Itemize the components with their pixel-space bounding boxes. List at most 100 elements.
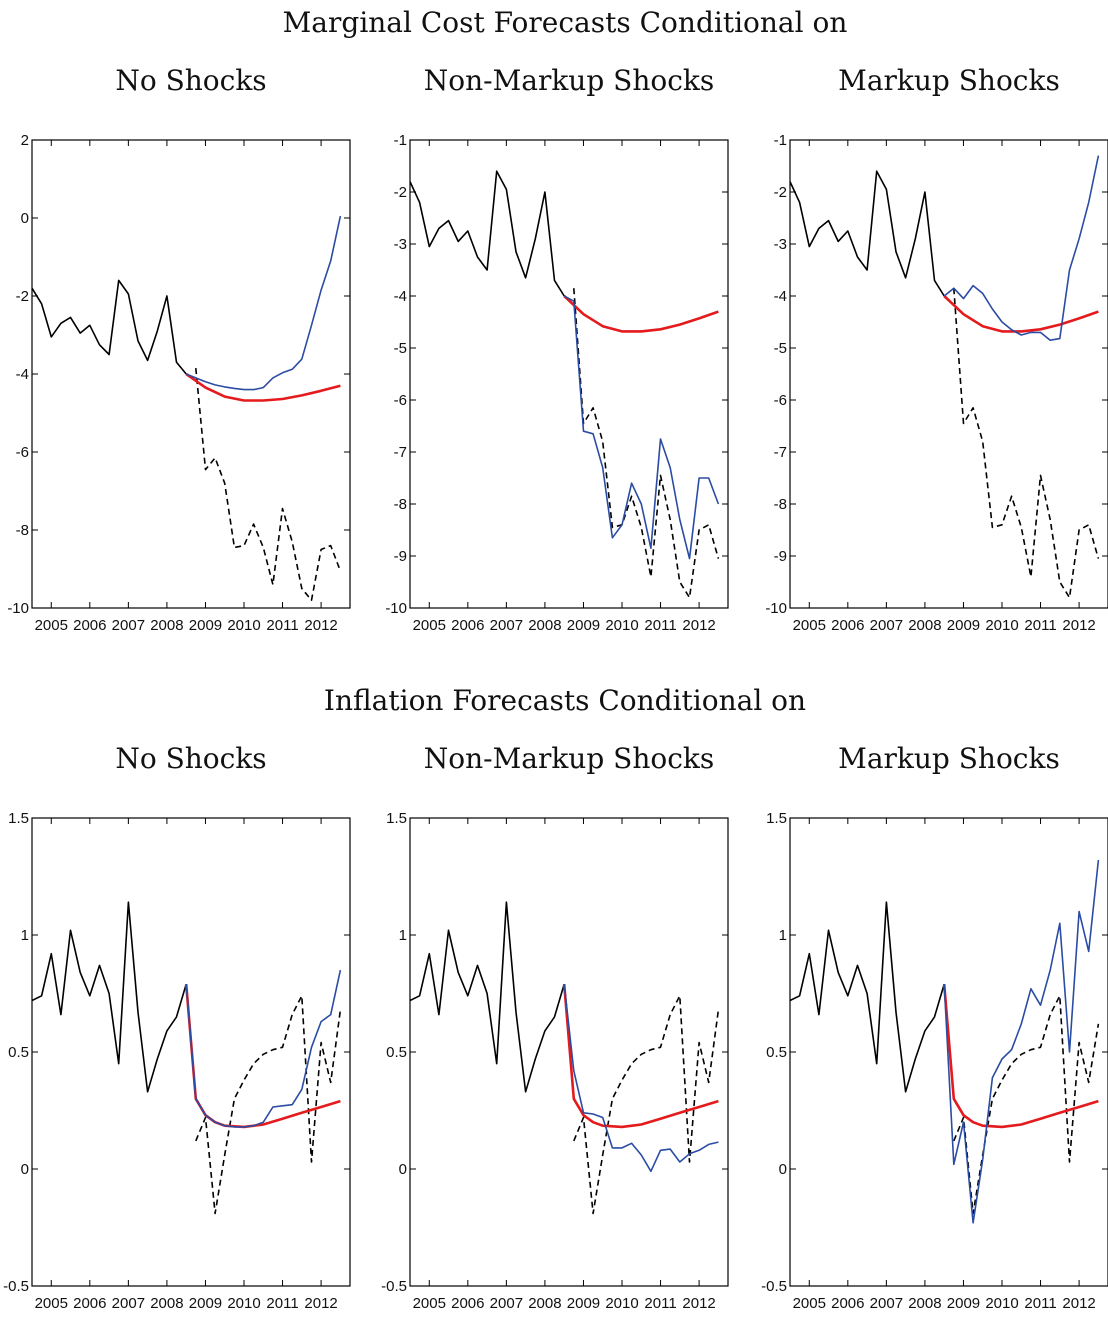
panel-infl-3-conditional-line — [943, 860, 1100, 1224]
panel-infl-3-ytick-label: 1 — [779, 927, 787, 944]
panel-infl-3-series-group — [790, 860, 1100, 1224]
panel-mc-2-ytick-label: -8 — [394, 496, 407, 513]
panel-infl-1-xtick-label: 2012 — [304, 1295, 337, 1312]
panel-mc-1-ytick-label: -10 — [7, 600, 29, 617]
panel-mc-3-ytick-label: -9 — [774, 548, 787, 565]
panel-mc-1-title: No Shocks — [115, 64, 266, 97]
panel-infl-3-xtick-label: 2006 — [831, 1295, 864, 1312]
panel-mc-3-actual-line — [953, 288, 1100, 599]
panel-mc-1-xtick-label: 2007 — [112, 617, 145, 634]
panel-mc-3-xtick-label: 2006 — [831, 617, 864, 634]
panel-infl-1-ytick-label: 1 — [21, 927, 29, 944]
panel-mc-2-xtick-label: 2009 — [567, 617, 600, 634]
panel-mc-1: No Shocks 2 0 -2 -4 -6 -8 -10 2005 2006 2007 2008 20… — [7, 64, 351, 634]
panel-mc-2-history-line — [410, 170, 565, 297]
panel-infl-1-xtick-label: 2005 — [35, 1295, 68, 1312]
panel-mc-3-xtick-label: 2010 — [985, 617, 1018, 634]
panel-mc-3-ytick-label: -8 — [774, 496, 787, 513]
panel-mc-1-xtick-label: 2010 — [227, 617, 260, 634]
panel-mc-3-xtick-label: 2007 — [870, 617, 903, 634]
panel-mc-2-xtick-label: 2006 — [451, 617, 484, 634]
panel-infl-3-xtick-label: 2008 — [908, 1295, 941, 1312]
panels: No Shocks 2 0 -2 -4 -6 -8 -10 2005 2006 2007 2008 20… — [3, 64, 1108, 1312]
panel-mc-3-ytick-label: -2 — [774, 184, 787, 201]
panel-mc-3-title: Markup Shocks — [838, 64, 1060, 97]
panel-infl-1-xtick-label: 2006 — [73, 1295, 106, 1312]
panel-mc-1-ytick-label: 2 — [21, 132, 29, 149]
panel-mc-1-xtick-label: 2009 — [189, 617, 222, 634]
section-title-marginal-cost: Marginal Cost Forecasts Conditional on — [283, 6, 848, 39]
panel-infl-1-xtick-label: 2009 — [189, 1295, 222, 1312]
panel-mc-3-xtick-label: 2012 — [1062, 617, 1095, 634]
panel-infl-1-conditional-line — [185, 969, 342, 1128]
panel-infl-2-xtick-label: 2005 — [413, 1295, 446, 1312]
panel-mc-2: Non-Markup Shocks -1 -2 -3 -4 -5 -6 -7 -8 -9 -10 20… — [385, 64, 729, 634]
panel-infl-2-history-line — [410, 901, 565, 1093]
panel-mc-1-ytick-label: -6 — [16, 444, 29, 461]
panel-mc-3-xtick-label: 2011 — [1024, 617, 1056, 634]
panel-mc-1-ytick-label: -4 — [16, 366, 29, 383]
panel-infl-3-ytick-label: 0 — [779, 1161, 787, 1178]
panel-mc-2-xtick-label: 2010 — [605, 617, 638, 634]
panel-infl-2-conditional-line — [563, 984, 719, 1173]
panel-mc-2-ytick-label: -4 — [394, 288, 407, 305]
panel-mc-2-title: Non-Markup Shocks — [424, 64, 715, 97]
panel-infl-3-xtick-label: 2007 — [870, 1295, 903, 1312]
panel-mc-2-series-group — [410, 170, 720, 599]
panel-infl-2: Non-Markup Shocks 1.5 1 0.5 0 -0.5 2005 2006 200… — [381, 742, 729, 1312]
panel-infl-2-xtick-label: 2011 — [644, 1295, 676, 1312]
panel-infl-2-actual-line — [573, 994, 720, 1215]
panel-infl-2-ytick-label: -0.5 — [381, 1278, 407, 1295]
panel-infl-3-ytick-label: 0.5 — [766, 1044, 787, 1061]
panel-infl-1-frame — [31, 817, 351, 1287]
panel-mc-2-ytick-label: -3 — [394, 236, 407, 253]
panel-infl-1-xtick-label: 2010 — [227, 1295, 260, 1312]
section-title-inflation: Inflation Forecasts Conditional on — [324, 684, 806, 717]
panel-mc-2-ytick-label: -7 — [394, 444, 407, 461]
panel-mc-3-ytick-label: -4 — [774, 288, 787, 305]
panel-mc-3-ytick-label: -6 — [774, 392, 787, 409]
panel-mc-3-frame — [789, 139, 1108, 609]
panel-infl-2-ytick-label: 0.5 — [386, 1044, 407, 1061]
panel-mc-3-ytick-label: -10 — [765, 600, 787, 617]
panel-mc-1-xtick-label: 2005 — [35, 617, 68, 634]
panel-mc-2-unconditional-line — [563, 295, 719, 333]
panel-mc-2-frame — [409, 139, 729, 609]
panel-infl-1: No Shocks 1.5 1 0.5 0 -0.5 2005 2006 2007 2008 200… — [3, 742, 351, 1312]
panel-infl-1-history-line — [32, 901, 187, 1093]
panel-mc-3-xtick-label: 2005 — [793, 617, 826, 634]
panel-mc-2-ytick-label: -10 — [385, 600, 407, 617]
panel-mc-3-series-group — [790, 155, 1100, 599]
panel-infl-1-ytick-label: 1.5 — [8, 810, 29, 827]
panel-mc-2-ytick-label: -2 — [394, 184, 407, 201]
panel-infl-2-xtick-label: 2007 — [490, 1295, 523, 1312]
panel-mc-2-conditional-line — [563, 295, 720, 560]
panel-infl-1-unconditional-line — [184, 983, 341, 1129]
panel-infl-1-xtick-label: 2008 — [150, 1295, 183, 1312]
panel-mc-2-ytick-label: -5 — [394, 340, 407, 357]
panel-infl-3-xtick-label: 2012 — [1062, 1295, 1095, 1312]
panel-infl-3-frame — [789, 817, 1108, 1287]
panel-infl-2-title: Non-Markup Shocks — [424, 742, 715, 775]
panel-infl-1-actual-line — [195, 994, 342, 1215]
panel-mc-1-xtick-label: 2006 — [73, 617, 106, 634]
panel-mc-1-xtick-label: 2011 — [266, 617, 298, 634]
panel-infl-3-ytick-label: 1.5 — [766, 810, 787, 827]
panel-infl-1-series-group — [32, 901, 342, 1215]
panel-mc-2-xtick-label: 2011 — [644, 617, 676, 634]
panel-mc-3-ytick-label: -7 — [774, 444, 787, 461]
panel-mc-1-unconditional-line — [185, 372, 341, 402]
panel-mc-2-xtick-label: 2012 — [682, 617, 715, 634]
panel-infl-3-unconditional-line — [942, 983, 1099, 1129]
panel-infl-2-xtick-label: 2010 — [605, 1295, 638, 1312]
panel-mc-1-xtick-label: 2008 — [150, 617, 183, 634]
panel-mc-2-ytick-label: -6 — [394, 392, 407, 409]
panel-mc-3-conditional-line — [943, 155, 1100, 342]
panel-infl-3-xtick-label: 2005 — [793, 1295, 826, 1312]
panel-mc-1-frame — [31, 139, 351, 609]
panel-mc-2-ytick-label: -1 — [394, 132, 407, 149]
panel-mc-2-xtick-label: 2008 — [528, 617, 561, 634]
panel-infl-2-series-group — [410, 901, 720, 1215]
panel-mc-3-ytick-label: -1 — [774, 132, 787, 149]
